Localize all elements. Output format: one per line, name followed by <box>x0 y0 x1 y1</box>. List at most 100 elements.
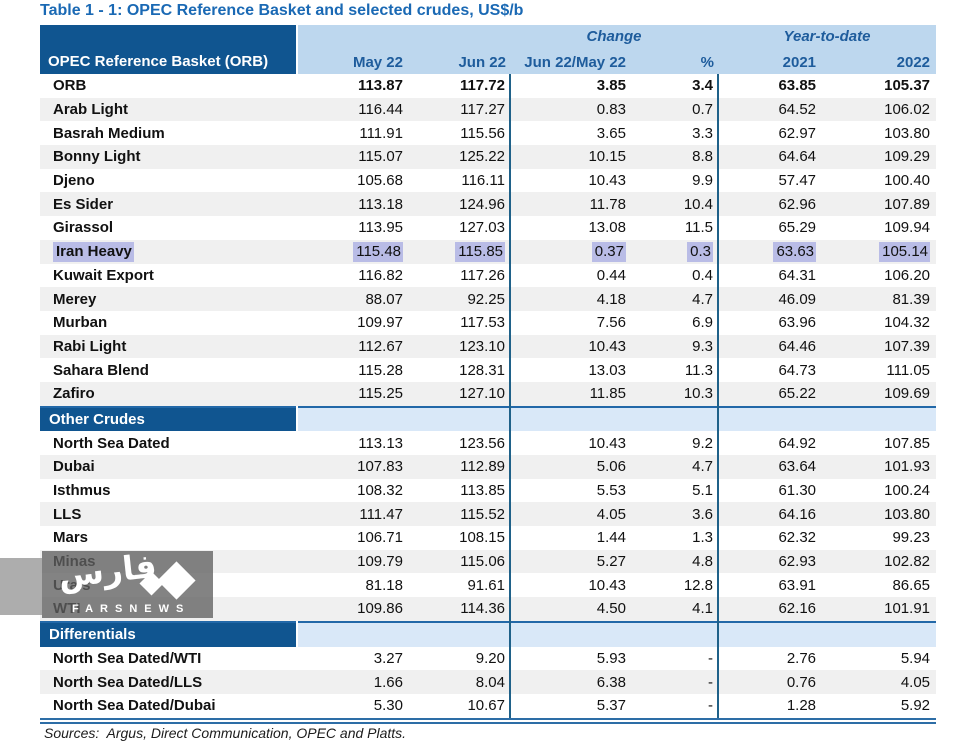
cell-value: 0.4 <box>630 263 720 288</box>
row-label: Merey <box>40 287 297 311</box>
cell-value: 4.18 <box>510 287 630 311</box>
cell-value: 10.3 <box>630 381 720 407</box>
opec-basket-table: OPEC Reference Basket (ORB) Change Year-… <box>40 25 937 724</box>
cell-value: 64.16 <box>718 502 821 527</box>
cell-value: 111.91 <box>359 124 403 142</box>
cell-value: 103.80 <box>820 502 937 527</box>
corner-header: OPEC Reference Basket (ORB) <box>40 25 298 74</box>
table-row: Iran Heavy 115.48 115.85 0.37 0.3 63.63 105.14 <box>40 239 937 264</box>
cell-value: 107.89 <box>820 192 937 217</box>
section-header-fill <box>630 620 720 647</box>
cell-value: 64.31 <box>778 266 817 284</box>
cell-value: 0.83 <box>510 97 630 122</box>
column-header-jun22: Jun 22 <box>415 48 510 74</box>
cell-value: 102.82 <box>820 549 937 574</box>
row-label: Zafiro <box>40 381 297 407</box>
cell-value: 101.93 <box>820 455 937 479</box>
table-row: Zafiro 115.25 127.10 11.85 10.3 65.22 109.69 <box>40 381 937 407</box>
cell-value: 109.79 <box>297 549 415 574</box>
row-label: Rabi Light <box>40 334 297 359</box>
cell-value: 115.06 <box>415 549 511 574</box>
cell-value: 62.96 <box>718 192 821 217</box>
cell-value: 114.36 <box>415 597 511 622</box>
cell-value: 62.16 <box>718 597 821 622</box>
group-header-change: Change <box>510 25 719 48</box>
cell-value: 13.03 <box>588 361 626 379</box>
cell-value: 3.4 <box>630 74 720 98</box>
cell-value: 113.18 <box>297 192 415 217</box>
cell-value: 10.43 <box>588 434 626 452</box>
row-label: North Sea Dated/LLS <box>40 670 297 694</box>
table-row: Es Sider 113.18 124.96 11.78 10.4 62.96 107.89 <box>40 192 937 217</box>
cell-value: 105.37 <box>884 77 931 95</box>
cell-value: 3.27 <box>373 649 403 667</box>
cell-value: 7.56 <box>596 314 626 332</box>
table-row: Rabi Light 112.67 123.10 10.43 9.3 64.46 107.3… <box>40 334 937 359</box>
cell-value: 112.67 <box>297 334 415 359</box>
section-header-fill <box>820 405 937 432</box>
cell-value: 5.30 <box>297 693 415 724</box>
cell-value: 3.6 <box>630 502 720 527</box>
column-header-change-abs: Jun 22/May 22 <box>510 48 630 74</box>
cell-value: 81.39 <box>820 287 937 311</box>
table-row: Basrah Medium 111.91 115.56 3.65 3.3 62.97 103… <box>40 121 936 146</box>
cell-value: 4.8 <box>630 549 720 574</box>
cell-value: 2.76 <box>786 649 817 667</box>
sources-note: Sources: Argus, Direct Communication, OP… <box>44 725 407 741</box>
cell-value: 4.50 <box>510 597 630 622</box>
table-row: Dubai 107.83 112.89 5.06 4.7 63.64 101.93 <box>40 455 937 479</box>
cell-value: 128.31 <box>415 358 511 382</box>
cell-value: 109.86 <box>297 597 415 622</box>
cell-value: 108.32 <box>357 482 403 500</box>
row-label: Bonny Light <box>40 145 297 169</box>
cell-value: 11.5 <box>630 216 720 240</box>
cell-value: 1.3 <box>630 526 720 550</box>
cell-value: 5.37 <box>510 693 630 724</box>
cell-value: 5.93 <box>596 649 626 667</box>
cell-value: 63.63 <box>718 239 821 264</box>
table-row: Isthmus 108.32 113.85 5.53 5.1 61.30 100.24 <box>40 478 936 503</box>
section-header-fill <box>297 405 415 432</box>
cell-value: 0.44 <box>596 266 626 284</box>
cell-value: 123.56 <box>415 431 511 455</box>
table-row: North Sea Dated/LLS 1.66 8.04 6.38-0.76 4.05 <box>40 670 937 694</box>
cell-value: 3.3 <box>630 121 720 146</box>
cell-value: 115.48 <box>297 239 415 264</box>
cell-value: 100.24 <box>884 482 931 500</box>
column-header-may22: May 22 <box>297 48 415 74</box>
cell-value: - <box>630 693 720 724</box>
table-body: ORB 113.87 117.72 3.85 3.4 63.85 105.37 Arab Li… <box>40 74 937 724</box>
table-title: Table 1 - 1: OPEC Reference Basket and s… <box>40 2 524 19</box>
row-label: Murban <box>53 314 108 332</box>
row-label: Urals <box>53 576 91 594</box>
cell-value: 117.53 <box>415 310 511 335</box>
cell-value: 6.9 <box>630 310 720 335</box>
cell-value: 10.43 <box>510 334 630 359</box>
cell-value: 0.3 <box>630 239 720 264</box>
cell-value: 127.10 <box>415 381 511 407</box>
cell-value: 64.46 <box>718 334 821 359</box>
cell-value: 115.28 <box>358 361 403 379</box>
cell-value: 63.85 <box>778 77 817 95</box>
cell-value: 11.3 <box>630 358 720 382</box>
cell-value: 8.8 <box>630 145 720 169</box>
cell-value: 0.37 <box>510 239 630 264</box>
cell-value: 112.89 <box>415 455 511 479</box>
cell-value: 116.44 <box>297 97 415 122</box>
header-spacer <box>297 25 510 48</box>
table-row: LLS 111.47 115.52 4.05 3.6 64.16 103.80 <box>40 502 937 527</box>
table-row: North Sea Dated/WTI 3.27 9.20 5.93- 2.76 5.94 <box>40 646 936 671</box>
group-header-row: OPEC Reference Basket (ORB) Change Year-… <box>40 25 937 74</box>
row-label: North Sea Dated/Dubai <box>40 693 297 724</box>
cell-value: 8.04 <box>415 670 511 694</box>
column-header-2021: 2021 <box>718 48 821 74</box>
cell-value: 113.87 <box>357 77 403 95</box>
cell-value: 64.92 <box>778 434 817 452</box>
cell-value: 4.7 <box>630 455 720 479</box>
cell-value: 9.9 <box>630 168 720 193</box>
cell-value: 63.64 <box>718 455 821 479</box>
cell-value: 107.39 <box>820 334 937 359</box>
cell-value: 3.85 <box>596 77 626 95</box>
cell-value: 113.13 <box>358 434 403 452</box>
row-label: Minas <box>40 549 297 574</box>
